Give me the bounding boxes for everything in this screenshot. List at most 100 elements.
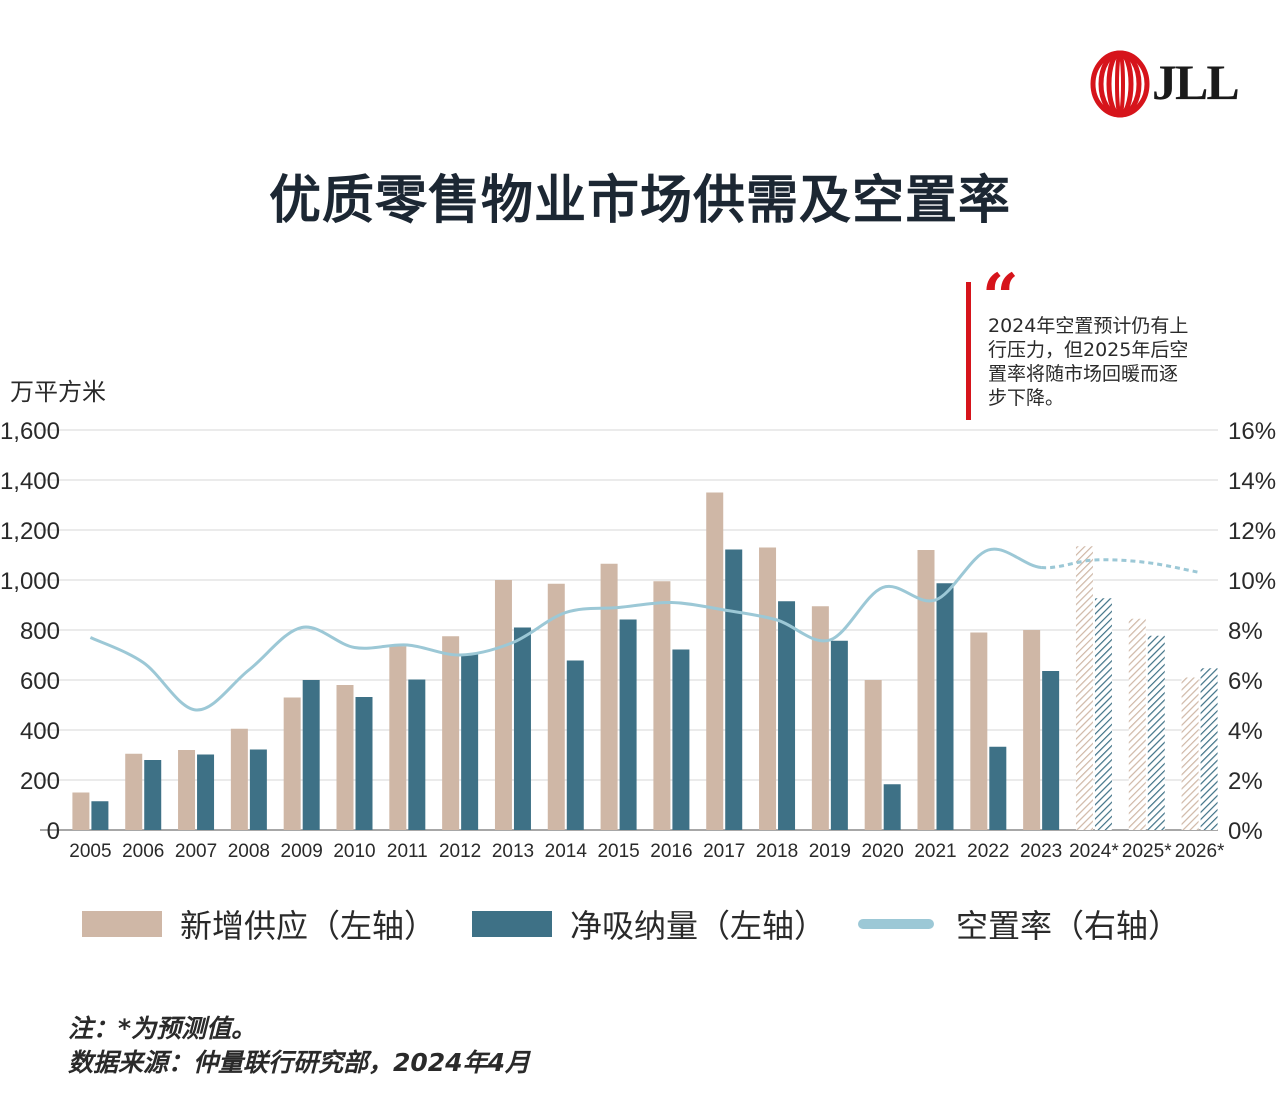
bar-supply bbox=[706, 492, 724, 830]
bar-absorption bbox=[830, 640, 848, 830]
footnote-forecast: 注：*为预测值。 bbox=[68, 1014, 257, 1043]
x-axis-tick-label: 2013 bbox=[492, 841, 534, 862]
bar-supply bbox=[917, 550, 935, 830]
left-axis-tick-label: 0 bbox=[47, 818, 60, 845]
bar-absorption bbox=[672, 649, 690, 830]
right-axis-tick-label: 16% bbox=[1228, 418, 1276, 445]
bar-absorption bbox=[1094, 598, 1112, 830]
right-axis-tick-label: 10% bbox=[1228, 568, 1276, 595]
bar-supply bbox=[283, 697, 301, 830]
bar-absorption bbox=[619, 619, 637, 830]
left-axis-tick-label: 1,600 bbox=[0, 418, 60, 445]
bar-supply bbox=[494, 580, 512, 830]
bar-absorption bbox=[936, 583, 954, 830]
right-axis-tick-label: 8% bbox=[1228, 618, 1263, 645]
bar-supply bbox=[759, 547, 777, 830]
x-axis-tick-label: 2018 bbox=[756, 841, 798, 862]
x-axis-tick-label: 2016 bbox=[650, 841, 692, 862]
quote-accent-bar bbox=[966, 282, 971, 420]
x-axis-tick-label: 2022 bbox=[967, 841, 1009, 862]
bar-supply bbox=[125, 753, 143, 830]
right-axis-tick-label: 12% bbox=[1228, 518, 1276, 545]
bar-supply bbox=[442, 636, 460, 830]
bar-absorption bbox=[778, 601, 796, 830]
x-axis-tick-label: 2012 bbox=[439, 841, 481, 862]
bar-absorption bbox=[1147, 635, 1165, 830]
legend-swatch-supply bbox=[82, 911, 162, 937]
x-axis-tick-label: 2007 bbox=[175, 841, 217, 862]
bar-supply bbox=[1075, 546, 1093, 830]
legend-item-supply: 新增供应（左轴） bbox=[82, 896, 436, 952]
bar-supply bbox=[1181, 677, 1199, 830]
bar-absorption bbox=[249, 749, 267, 830]
legend-label-absorption: 净吸纳量（左轴） bbox=[570, 907, 827, 945]
bar-supply bbox=[653, 581, 671, 830]
bar-absorption bbox=[513, 627, 531, 830]
jll-logo: JLL bbox=[1090, 50, 1250, 120]
legend-swatch-absorption bbox=[472, 911, 552, 937]
right-axis-tick-label: 2% bbox=[1228, 768, 1263, 795]
chart-plot: 0 200 400 600 800 1,000 1,200 1,400 1,600 0% 2% 4% 6… bbox=[0, 418, 1276, 862]
bar-absorption bbox=[197, 754, 215, 830]
bar-absorption bbox=[989, 746, 1007, 830]
footnotes: 注：*为预测值。 数据来源：仲量联行研究部，2024年4月 bbox=[68, 1012, 530, 1080]
bar-supply bbox=[970, 632, 988, 830]
jll-logo-mark-icon bbox=[1090, 50, 1150, 118]
quote-mark-icon: “ bbox=[982, 260, 1019, 335]
bar-absorption bbox=[302, 680, 320, 830]
footnote-source: 数据来源：仲量联行研究部，2024年4月 bbox=[68, 1048, 530, 1077]
bar-absorption bbox=[408, 679, 426, 830]
x-axis-tick-label: 2023 bbox=[1020, 841, 1062, 862]
left-axis-tick-label: 200 bbox=[20, 768, 60, 795]
vacancy-line-forecast bbox=[1040, 558, 1200, 574]
x-axis-tick-label: 2020 bbox=[862, 841, 904, 862]
quote-callout: “ 2024年空置预计仍有上 行压力，但2025年后空 置率将随市场回暖而逐 步… bbox=[966, 266, 1266, 420]
bar-supply bbox=[547, 583, 565, 830]
legend-swatch-vacancy bbox=[858, 919, 934, 929]
left-axis-tick-label: 800 bbox=[20, 618, 60, 645]
left-axis-unit: 万平方米 bbox=[10, 378, 106, 406]
x-axis-tick-label: 2006 bbox=[122, 841, 164, 862]
x-axis-tick-label: 2024* bbox=[1069, 841, 1119, 862]
bar-absorption bbox=[1200, 668, 1218, 830]
quote-line: 置率将随市场回暖而逐 bbox=[988, 363, 1179, 385]
chart-legend: 新增供应（左轴） 净吸纳量（左轴） 空置率（右轴） bbox=[82, 896, 1262, 952]
bar-supply bbox=[1023, 630, 1041, 830]
quote-line: 步下降。 bbox=[988, 387, 1065, 409]
left-axis-tick-label: 400 bbox=[20, 718, 60, 745]
right-axis-tick-label: 14% bbox=[1228, 468, 1276, 495]
x-axis-tick-label: 2010 bbox=[333, 841, 375, 862]
right-axis-tick-label: 4% bbox=[1228, 718, 1263, 745]
vacancy-line-actual bbox=[89, 547, 1042, 712]
bar-absorption bbox=[1042, 671, 1060, 830]
left-axis-tick-label: 1,000 bbox=[0, 568, 60, 595]
bar-absorption bbox=[91, 801, 109, 830]
x-axis-tick-label: 2014 bbox=[545, 841, 588, 862]
right-axis-tick-label: 0% bbox=[1228, 818, 1263, 845]
x-axis-tick-label: 2025* bbox=[1122, 841, 1172, 862]
x-axis-tick-label: 2011 bbox=[387, 841, 428, 862]
x-axis-tick-label: 2017 bbox=[703, 841, 745, 862]
quote-text: 2024年空置预计仍有上 行压力，但2025年后空 置率将随市场回暖而逐 步下降… bbox=[988, 314, 1228, 410]
bar-supply bbox=[1128, 618, 1146, 830]
quote-line: 2024年空置预计仍有上 bbox=[988, 315, 1189, 337]
quote-line: 行压力，但2025年后空 bbox=[988, 339, 1189, 361]
x-axis-tick-label: 2019 bbox=[809, 841, 851, 862]
x-axis-tick-label: 2015 bbox=[597, 841, 639, 862]
x-axis-tick-label: 2026* bbox=[1175, 841, 1225, 862]
x-axis-tick-label: 2021 bbox=[914, 841, 956, 862]
bar-absorption bbox=[144, 760, 162, 830]
bar-supply bbox=[864, 680, 882, 830]
bar-supply bbox=[336, 685, 354, 830]
bar-absorption bbox=[566, 660, 584, 830]
jll-logo-text: JLL bbox=[1152, 54, 1240, 110]
bar-supply bbox=[811, 606, 829, 830]
legend-item-vacancy: 空置率（右轴） bbox=[858, 896, 1180, 952]
legend-label-supply: 新增供应（左轴） bbox=[180, 907, 437, 945]
chart-title: 优质零售物业市场供需及空置率 bbox=[268, 171, 1011, 231]
x-axis-tick-label: 2008 bbox=[228, 841, 270, 862]
right-axis-tick-label: 6% bbox=[1228, 668, 1263, 695]
left-axis-tick-label: 1,200 bbox=[0, 518, 60, 545]
bar-supply bbox=[178, 750, 196, 830]
bar-absorption bbox=[355, 697, 373, 830]
